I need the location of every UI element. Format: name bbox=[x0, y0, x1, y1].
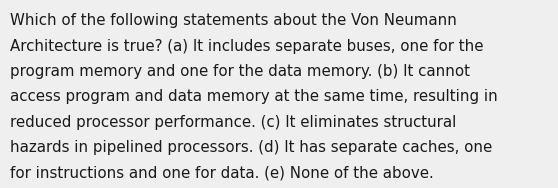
Text: access program and data memory at the same time, resulting in: access program and data memory at the sa… bbox=[10, 89, 498, 104]
Text: for instructions and one for data. (e) None of the above.: for instructions and one for data. (e) N… bbox=[10, 165, 434, 180]
Text: Which of the following statements about the Von Neumann: Which of the following statements about … bbox=[10, 13, 457, 28]
Text: program memory and one for the data memory. (b) It cannot: program memory and one for the data memo… bbox=[10, 64, 470, 79]
Text: reduced processor performance. (c) It eliminates structural: reduced processor performance. (c) It el… bbox=[10, 115, 456, 130]
Text: hazards in pipelined processors. (d) It has separate caches, one: hazards in pipelined processors. (d) It … bbox=[10, 140, 492, 155]
Text: Architecture is true? (a) It includes separate buses, one for the: Architecture is true? (a) It includes se… bbox=[10, 39, 484, 54]
